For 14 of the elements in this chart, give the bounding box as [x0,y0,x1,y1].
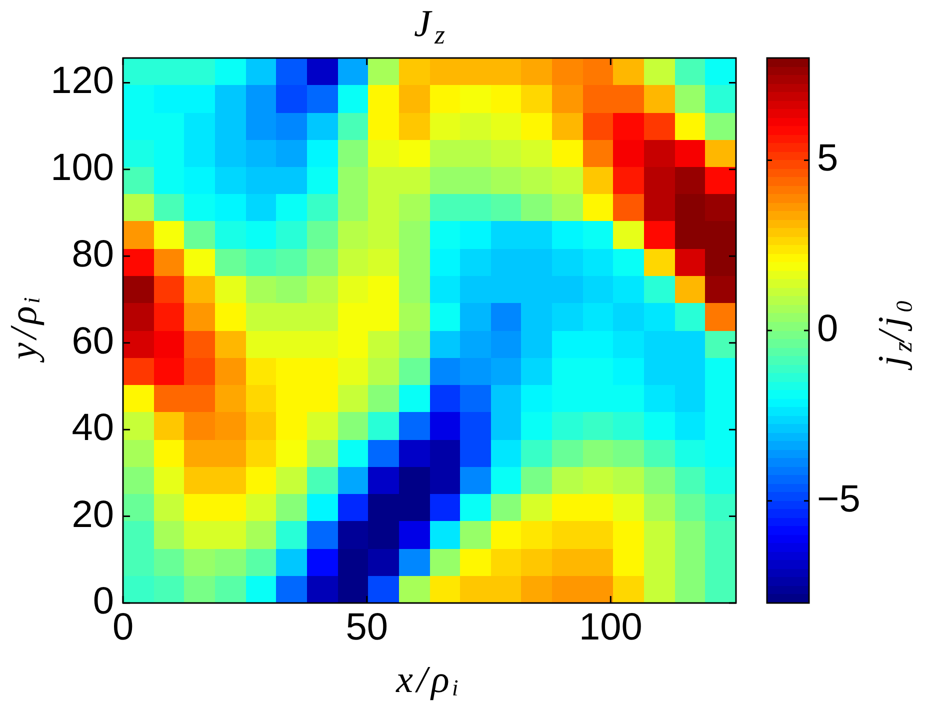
y-tick-label: 100 [50,146,114,189]
y-tick-label: 120 [50,60,114,102]
y-tick-label: 40 [72,407,114,450]
x-axis-title: x/ρᵢ [396,659,463,701]
y-tick-label: 20 [72,494,114,536]
chart-title: J$_{z}$ [414,3,446,50]
x-tick-label: 50 [346,606,388,648]
x-tick-label: 100 [578,606,642,648]
color-bar-label: 5 [817,138,838,180]
y-tick-label: 60 [72,320,114,362]
color-bar-label: −5 [817,478,860,520]
y-tick-label: 80 [72,234,114,276]
y-tick-label: 0 [92,580,114,622]
color-bar-label: 0 [817,308,838,350]
